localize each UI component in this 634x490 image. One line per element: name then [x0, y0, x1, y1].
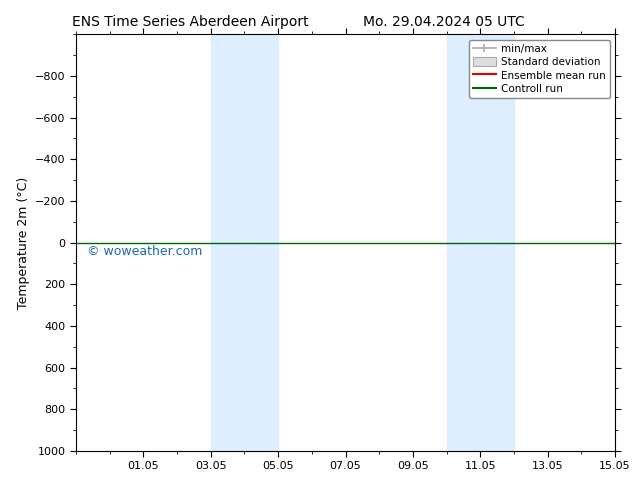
Text: ENS Time Series Aberdeen Airport: ENS Time Series Aberdeen Airport	[72, 15, 309, 29]
Bar	[446, 34, 514, 451]
Text: © woweather.com: © woweather.com	[87, 245, 202, 258]
Y-axis label: Temperature 2m (°C): Temperature 2m (°C)	[16, 176, 30, 309]
Text: Mo. 29.04.2024 05 UTC: Mo. 29.04.2024 05 UTC	[363, 15, 525, 29]
Bar	[210, 34, 278, 451]
Legend: min/max, Standard deviation, Ensemble mean run, Controll run: min/max, Standard deviation, Ensemble me…	[469, 40, 610, 98]
